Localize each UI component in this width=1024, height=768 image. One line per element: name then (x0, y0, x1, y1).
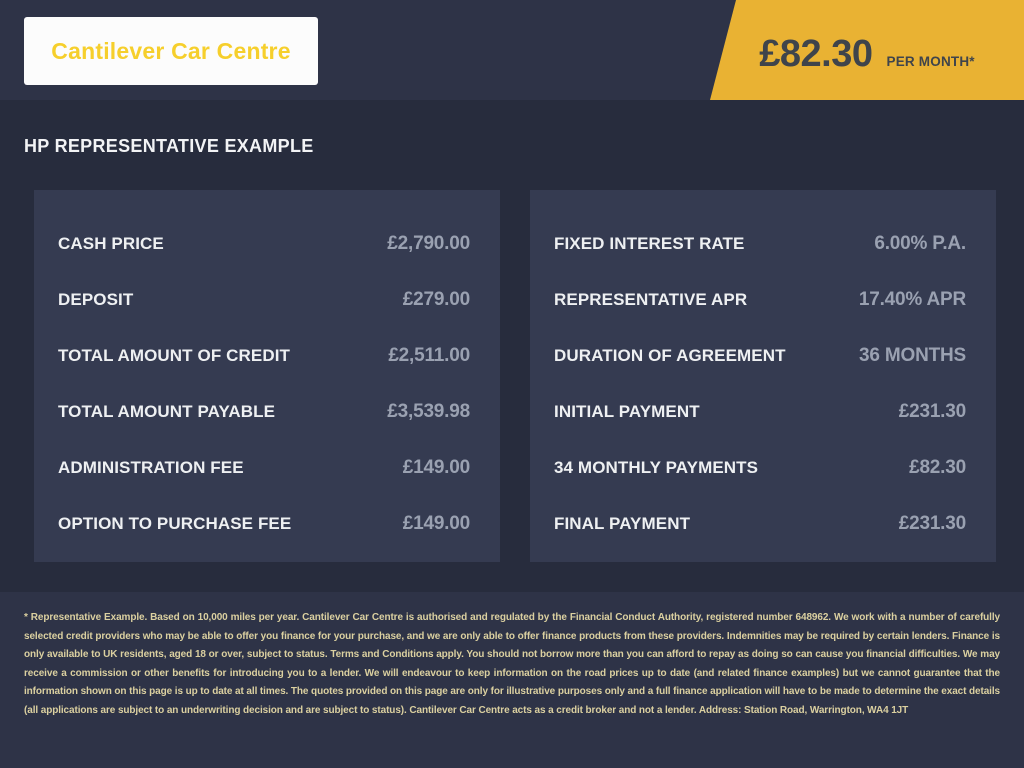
row-value: 17.40% APR (858, 289, 966, 310)
monthly-price-amount: £82.30 (759, 33, 873, 75)
finance-row-monthly-payments: 34 MONTHLY PAYMENTS £82.30 (530, 440, 996, 496)
row-label: ADMINISTRATION FEE (58, 458, 244, 477)
finance-row-option-fee: OPTION TO PURCHASE FEE £149.00 (34, 496, 500, 552)
brand-logo-text: Cantilever Car Centre (51, 37, 291, 64)
page-title: HP REPRESENTATIVE EXAMPLE (24, 136, 314, 156)
row-label: 34 MONTHLY PAYMENTS (554, 458, 759, 477)
row-label: CASH PRICE (58, 234, 164, 253)
row-value: £2,790.00 (387, 233, 470, 254)
finance-row-deposit: DEPOSIT £279.00 (34, 272, 500, 328)
finance-panel-left: CASH PRICE £2,790.00 DEPOSIT £279.00 TOT… (34, 190, 500, 562)
row-label: OPTION TO PURCHASE FEE (58, 514, 292, 533)
finance-row-final-payment: FINAL PAYMENT £231.30 (530, 496, 996, 552)
row-value: £3,539.98 (387, 401, 470, 422)
row-value: £279.00 (402, 289, 470, 310)
finance-row-total-payable: TOTAL AMOUNT PAYABLE £3,539.98 (34, 384, 500, 440)
row-label: FINAL PAYMENT (554, 514, 691, 533)
finance-row-apr: REPRESENTATIVE APR 17.40% APR (530, 272, 996, 328)
finance-example-body: HP REPRESENTATIVE EXAMPLE CASH PRICE £2,… (0, 100, 1024, 592)
row-label: REPRESENTATIVE APR (554, 290, 748, 309)
row-value: 6.00% P.A. (874, 233, 966, 254)
row-label: INITIAL PAYMENT (554, 402, 700, 421)
row-value: £149.00 (402, 513, 470, 534)
row-value: £231.30 (898, 513, 966, 534)
footer: * Representative Example. Based on 10,00… (0, 592, 1024, 768)
finance-row-duration: DURATION OF AGREEMENT 36 MONTHS (530, 328, 996, 384)
monthly-price-period: PER MONTH* (886, 54, 975, 69)
row-value: £82.30 (909, 457, 966, 478)
header: Cantilever Car Centre £82.30 PER MONTH* (0, 0, 1024, 100)
row-value: £231.30 (898, 401, 966, 422)
finance-panel-right: FIXED INTEREST RATE 6.00% P.A. REPRESENT… (530, 190, 996, 562)
disclaimer-text: * Representative Example. Based on 10,00… (24, 612, 1000, 716)
finance-row-admin-fee: ADMINISTRATION FEE £149.00 (34, 440, 500, 496)
row-label: DURATION OF AGREEMENT (554, 346, 786, 365)
row-label: DEPOSIT (58, 290, 134, 309)
finance-row-total-credit: TOTAL AMOUNT OF CREDIT £2,511.00 (34, 328, 500, 384)
finance-row-initial-payment: INITIAL PAYMENT £231.30 (530, 384, 996, 440)
brand-logo: Cantilever Car Centre (24, 17, 318, 85)
row-value: £2,511.00 (388, 345, 470, 366)
row-value: 36 MONTHS (859, 345, 966, 366)
finance-row-cash-price: CASH PRICE £2,790.00 (34, 216, 500, 272)
row-value: £149.00 (402, 457, 470, 478)
finance-row-interest-rate: FIXED INTEREST RATE 6.00% P.A. (530, 216, 996, 272)
row-label: TOTAL AMOUNT PAYABLE (58, 402, 276, 421)
price-banner: £82.30 PER MONTH* (710, 0, 1024, 100)
row-label: FIXED INTEREST RATE (554, 234, 745, 253)
row-label: TOTAL AMOUNT OF CREDIT (58, 346, 290, 365)
